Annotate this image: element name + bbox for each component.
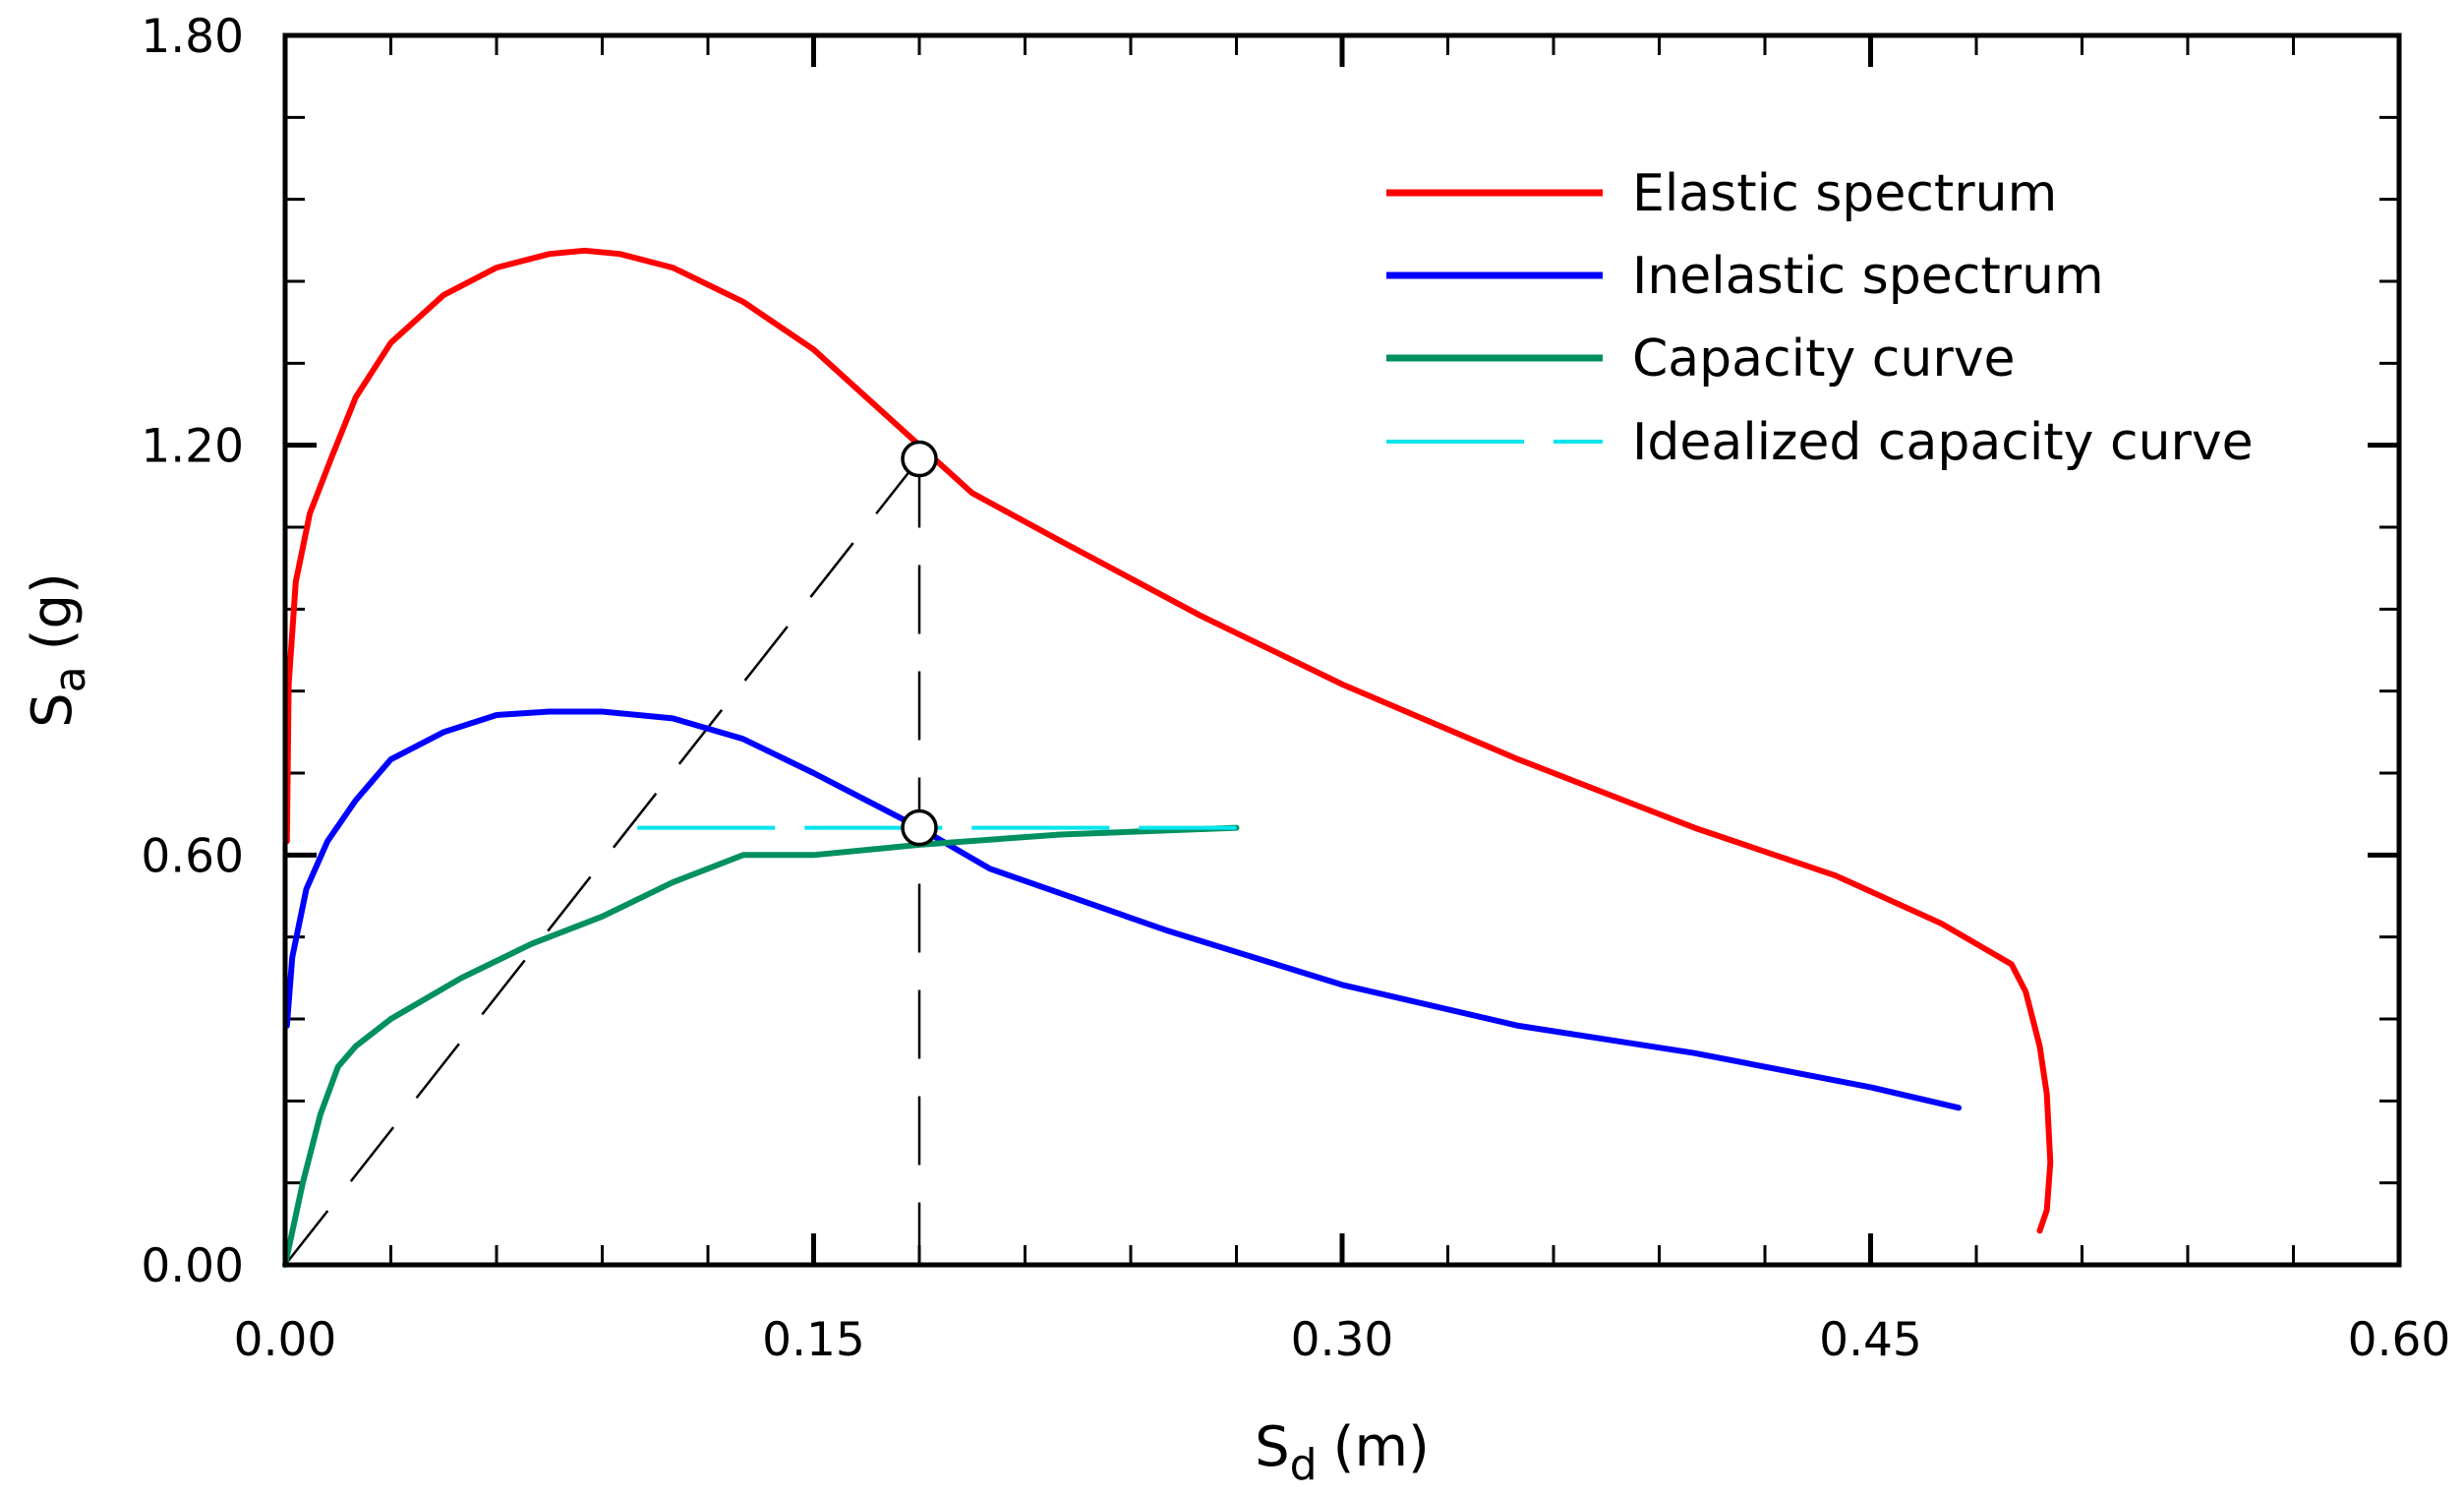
series-capacity-curve — [282, 824, 1240, 1268]
y-tick-label: 0.00 — [141, 1239, 244, 1293]
x-tick-label: 0.60 — [2348, 1313, 2451, 1367]
x-axis-title-unit: (m) — [1333, 1415, 1430, 1479]
legend-label-capacity: Capacity curve — [1632, 329, 2015, 389]
x-tick-label: 0.00 — [234, 1313, 337, 1367]
guide-dashed-line — [284, 457, 920, 1266]
y-tick-label: 0.60 — [141, 829, 244, 883]
legend: Elastic spectrum Inelastic spectrum Capa… — [1386, 164, 2254, 472]
y-axis-title-sub: a — [45, 666, 95, 692]
y-tick-label: 1.80 — [141, 10, 244, 64]
major-ticks — [282, 32, 2402, 1268]
intersection-marker — [901, 440, 938, 478]
markers — [901, 440, 938, 847]
annotations — [284, 457, 921, 1266]
series-elastic-spectrum — [283, 247, 2054, 1234]
x-axis-title-sub: d — [1290, 1440, 1318, 1490]
x-tick-label: 0.30 — [1291, 1313, 1394, 1367]
legend-label-idealized: Idealized capacity curve — [1632, 413, 2254, 472]
intersection-marker — [901, 808, 938, 847]
minor-ticks — [285, 35, 2399, 1265]
plot-frame — [282, 32, 2402, 1268]
y-tick-label: 1.20 — [141, 420, 244, 474]
y-axis-title: Sa (g) — [21, 572, 95, 728]
legend-label-elastic: Elastic spectrum — [1632, 164, 2057, 223]
tick-labels: 0.00 0.15 0.30 0.45 0.60 0.00 0.60 1.20 1.80 — [141, 10, 2450, 1367]
x-tick-label: 0.15 — [762, 1313, 865, 1367]
x-tick-label: 0.45 — [1819, 1313, 1922, 1367]
legend-label-inelastic: Inelastic spectrum — [1632, 247, 2104, 306]
series — [282, 247, 2054, 1268]
y-axis-title-main: S — [21, 692, 85, 728]
x-axis-title-main: S — [1255, 1415, 1290, 1479]
series-inelastic-spectrum — [283, 708, 1963, 1111]
y-axis-title-unit: (g) — [21, 572, 85, 650]
x-axis-title: Sd (m) — [1255, 1415, 1430, 1490]
